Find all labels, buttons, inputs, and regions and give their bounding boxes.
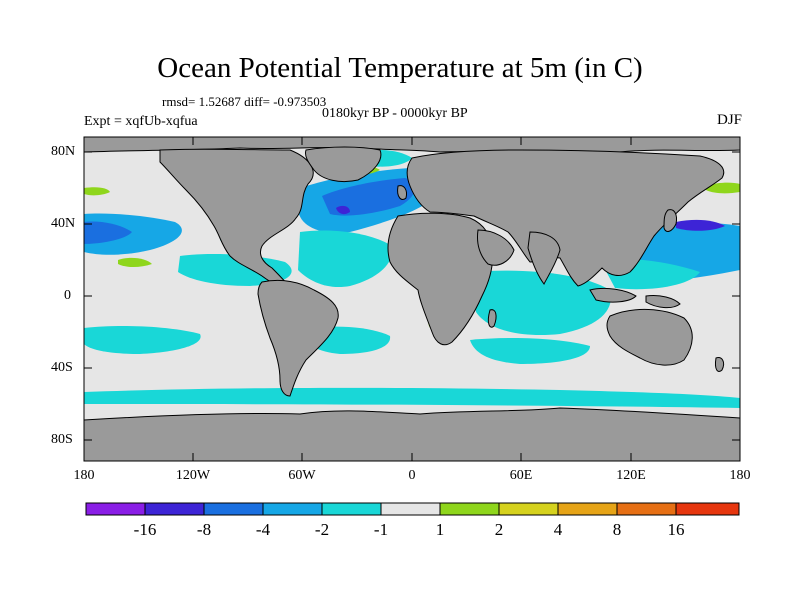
lon-ticks	[192, 137, 632, 461]
lat-label-80n: 80N	[51, 144, 76, 159]
colorbar-label: 8	[612, 520, 622, 539]
colorbar-box-1	[85, 502, 146, 516]
anomaly-north-pacific-west-core	[84, 221, 132, 244]
lat-label-80s: 80S	[51, 432, 73, 447]
lon-label-180-west: 180	[73, 468, 95, 483]
colorbar-box-8	[498, 502, 559, 516]
anomaly-tropical-atlantic	[298, 230, 393, 288]
colorbar-label: 4	[553, 520, 563, 539]
colorbar-box-7	[439, 502, 500, 516]
anomaly-warm-northwest-pacific	[706, 182, 740, 194]
land-greenland	[305, 146, 382, 183]
anomaly-warm-north-pacific	[84, 187, 110, 196]
colorbar-box-3	[203, 502, 264, 516]
lat-label-40n: 40N	[51, 216, 76, 231]
lon-label-60e: 60E	[509, 468, 533, 483]
colorbar-box-2	[144, 502, 205, 516]
colorbar-label: 2	[494, 520, 504, 539]
land-british-isles	[397, 185, 407, 200]
colorbar-label: -2	[314, 520, 330, 539]
colorbar-box-9	[557, 502, 618, 516]
land-masses	[83, 136, 741, 462]
anomaly-south-pacific	[84, 326, 201, 354]
anomaly-southern-ocean-strip	[84, 387, 740, 408]
land-new-zealand	[715, 357, 725, 372]
land-south-america	[257, 279, 339, 397]
anomaly-south-indian	[470, 338, 590, 364]
land-australia	[606, 308, 693, 366]
anomaly-warm-central-pacific	[118, 257, 152, 267]
colorbar-label: -1	[373, 520, 389, 539]
lat-label-0: 0	[64, 288, 71, 303]
lon-label-0: 0	[408, 468, 416, 483]
land-antarctica	[83, 407, 741, 462]
land-africa	[387, 212, 493, 346]
colorbar-label: -4	[255, 520, 271, 539]
land-japan	[663, 209, 677, 232]
land-madagascar	[487, 309, 497, 328]
anomaly-north-atlantic-peak	[336, 205, 350, 215]
colorbar-box-6	[380, 502, 441, 516]
colorbar	[85, 502, 740, 516]
colorbar-label: -16	[133, 520, 157, 539]
land-new-guinea	[645, 295, 681, 309]
chart-title: Ocean Potential Temperature at 5m (in C)	[157, 52, 643, 84]
land-eurasia	[406, 149, 725, 287]
land-india	[527, 231, 561, 285]
land-indonesia	[589, 287, 637, 303]
experiment-label: Expt = xqfUb-xqfua	[84, 114, 198, 129]
lat-label-40s: 40S	[51, 360, 73, 375]
land-arabia	[477, 229, 515, 266]
season-label: DJF	[716, 112, 742, 128]
anomaly-indian-ocean	[470, 270, 611, 336]
colorbar-box-4	[262, 502, 323, 516]
anomaly-kuroshio-core	[676, 219, 725, 231]
lon-label-120e: 120E	[616, 468, 646, 483]
lon-label-120w: 120W	[175, 468, 211, 483]
period-label: 0180kyr BP - 0000kyr BP	[322, 106, 468, 121]
lon-label-180-east: 180	[729, 468, 751, 483]
colorbar-label: 1	[435, 520, 445, 539]
lon-label-60w: 60W	[288, 468, 316, 483]
stats-line: rmsd= 1.52687 diff= -0.973503	[162, 94, 327, 109]
lat-ticks	[84, 151, 740, 441]
colorbar-box-10	[616, 502, 677, 516]
colorbar-box-11	[675, 502, 740, 516]
colorbar-box-5	[321, 502, 382, 516]
colorbar-label: 16	[667, 520, 685, 539]
anomaly-north-atlantic-core	[322, 178, 416, 216]
colorbar-label: -8	[196, 520, 212, 539]
anomaly-patches	[84, 150, 740, 408]
